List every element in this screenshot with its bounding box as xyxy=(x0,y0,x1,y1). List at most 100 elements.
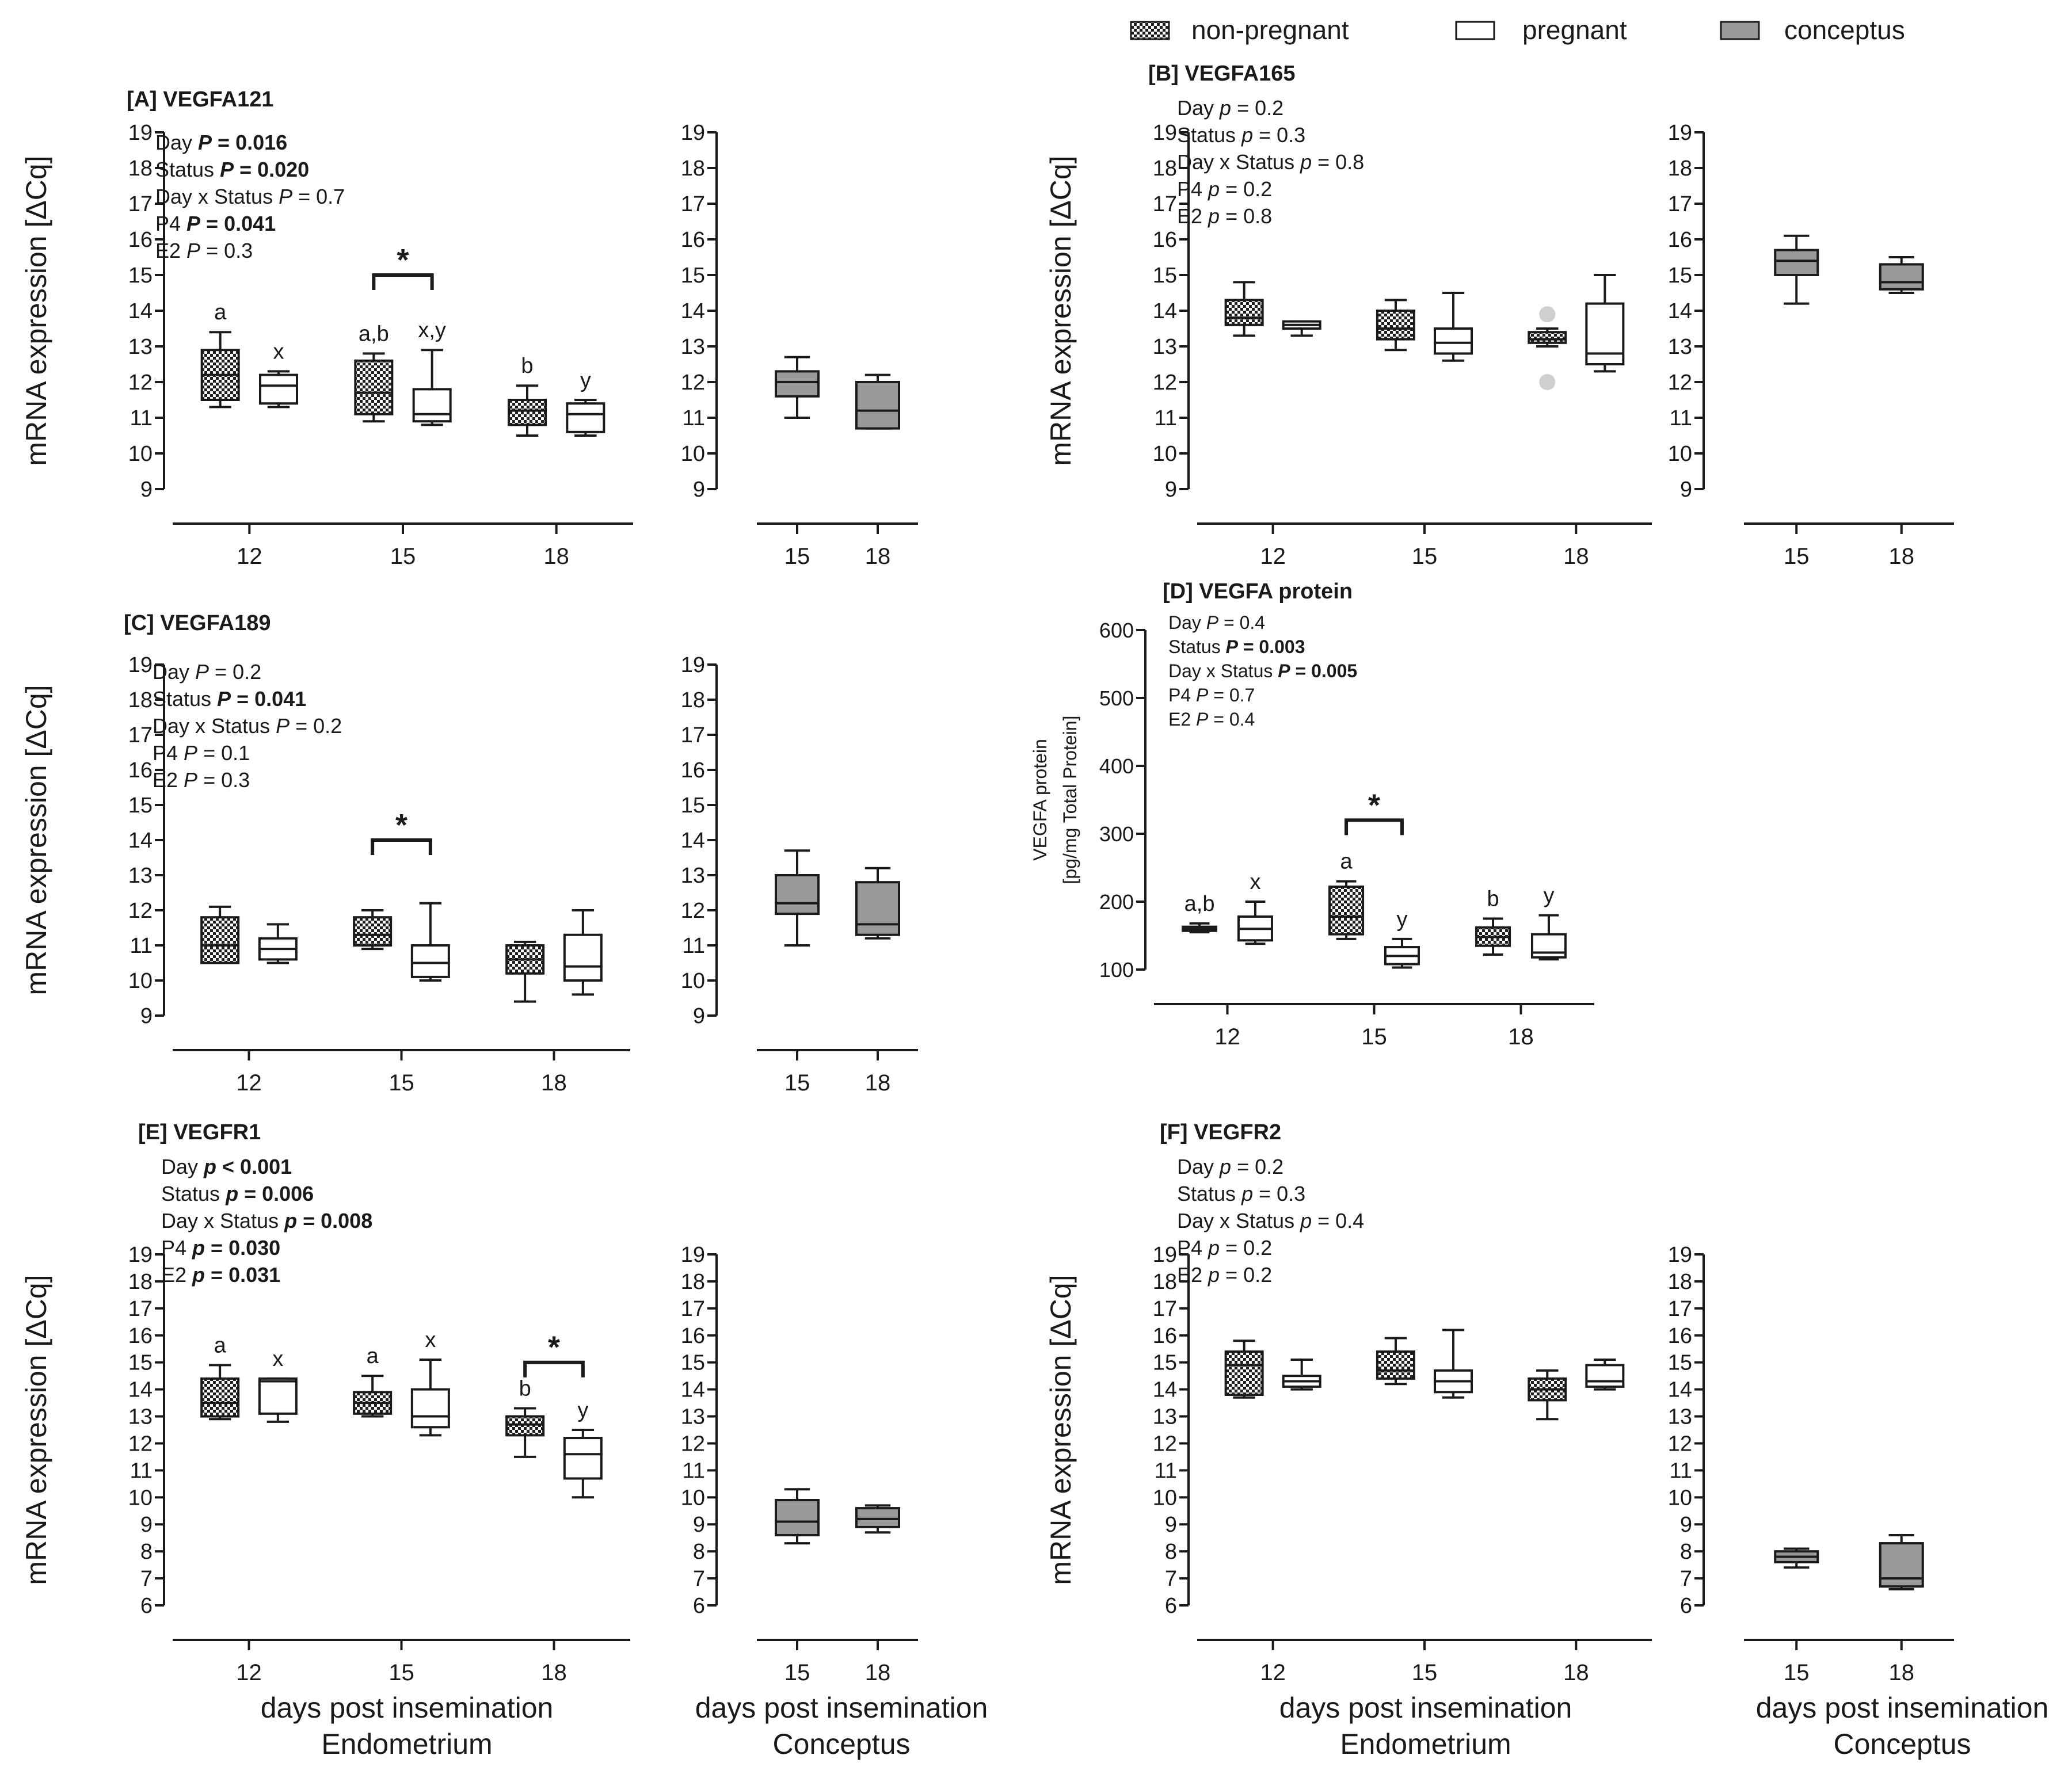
panel-d-stat: Status P = 0.003 xyxy=(1168,636,1305,657)
panel-c-conceptus-y-tick-label: 17 xyxy=(681,723,705,747)
panel-b-conceptus-y-tick-label: 16 xyxy=(1668,228,1692,252)
panel-f-stat: Status p = 0.3 xyxy=(1177,1182,1305,1205)
panel-a-x-tick-label: 18 xyxy=(543,544,569,569)
panel-c-conceptus-x-tick-label: 18 xyxy=(865,1070,891,1096)
panel-b-conceptus-y-tick-label: 17 xyxy=(1668,192,1692,216)
panel-f-y-tick-label: 7 xyxy=(1165,1567,1177,1591)
x-caption-d-group: Conceptus xyxy=(1833,1728,1971,1760)
panel-b-conceptus-y-tick-label: 13 xyxy=(1668,335,1692,359)
panel-e-stat: Day p < 0.001 xyxy=(161,1155,292,1178)
panel-b-conceptus-y-tick-label: 15 xyxy=(1668,264,1692,288)
panel-b-outlier-point xyxy=(1539,306,1556,323)
panel-a-conceptus-box-18-box xyxy=(855,381,900,430)
panel-d-stat: Day x Status P = 0.005 xyxy=(1168,661,1357,681)
panel-d-y-tick-label: 300 xyxy=(1099,822,1134,846)
panel-a-group-letter: a,b xyxy=(359,322,389,346)
panel-b-x-tick-label: 12 xyxy=(1260,544,1286,569)
panel-c-box-15-non-pregnant-box xyxy=(353,916,393,947)
panel-b-y-tick-label: 9 xyxy=(1165,478,1177,502)
panel-b-y-tick-label: 12 xyxy=(1153,371,1177,395)
panel-e-conceptus-y-tick-label: 9 xyxy=(693,1513,705,1537)
panel-f-stat: Day p = 0.2 xyxy=(1177,1155,1283,1178)
panel-e-group-letter: x xyxy=(425,1328,436,1352)
panel-e-conceptus-y-tick-label: 19 xyxy=(681,1243,705,1267)
panel-b-conceptus-x-tick-label: 15 xyxy=(1784,544,1810,569)
panel-f-conceptus-y-tick-label: 11 xyxy=(1670,1459,1692,1483)
panel-b-stat: Day p = 0.2 xyxy=(1177,96,1283,120)
panel-a-significance-bracket xyxy=(372,273,434,290)
panel-c-conceptus-y-tick-label: 18 xyxy=(681,688,705,712)
panel-b-x-tick-label: 15 xyxy=(1412,544,1438,569)
panel-c-title: [C] VEGFA189 xyxy=(124,611,271,635)
panel-f-conceptus-y-tick-label: 17 xyxy=(1668,1297,1692,1321)
panel-d-y-tick-label: 600 xyxy=(1099,619,1134,642)
panel-d: [D] VEGFA protein Day P = 0.4 Status P = 0… xyxy=(1030,579,1594,1050)
panel-a-conceptus-x-tick-label: 15 xyxy=(784,544,810,569)
x-axis-captions: days post insemination Endometrium days … xyxy=(261,1692,2049,1760)
panel-d-y-tick-label: 100 xyxy=(1099,958,1134,982)
panel-c-significance-bracket xyxy=(371,838,432,855)
x-caption-a: days post insemination xyxy=(261,1692,554,1724)
panel-c-stat: Status P = 0.041 xyxy=(153,687,306,711)
panel-a-y-tick-label: 19 xyxy=(128,121,153,145)
panel-d-stat: E2 P = 0.4 xyxy=(1168,709,1255,730)
legend: non-pregnant pregnant conceptus xyxy=(1130,15,1905,45)
panel-a-conceptus-y-tick-label: 11 xyxy=(683,406,705,430)
panel-a-y-tick-label: 18 xyxy=(128,157,153,181)
panel-d-y-label-unit: [pg/mg Total Protein] xyxy=(1060,716,1080,884)
panel-a-y-tick-label: 14 xyxy=(128,299,153,323)
panel-a: [A] VEGFA121 Day P = 0.016 Status P = 0.02… xyxy=(20,87,918,569)
panel-b-conceptus-y-tick-label: 12 xyxy=(1668,371,1692,395)
panel-c-x-tick-label: 15 xyxy=(389,1070,414,1096)
panel-e-y-tick-label: 13 xyxy=(128,1405,153,1429)
panel-d-x-tick-label: 18 xyxy=(1508,1024,1534,1050)
panel-c-box-15-pregnant-box xyxy=(410,944,450,978)
panel-f: [F] VEGFR2 Day p = 0.2 Status p = 0.3 Day x… xyxy=(1045,1120,1954,1685)
panel-a-conceptus-y-tick-label: 12 xyxy=(681,371,705,395)
panel-d-x-tick-label: 15 xyxy=(1361,1024,1387,1050)
panel-f-x-tick-label: 15 xyxy=(1412,1660,1438,1685)
panel-a-conceptus-y-tick-label: 14 xyxy=(681,299,705,323)
panel-c-conceptus-y-tick-label: 16 xyxy=(681,758,705,783)
panel-d-group-letter: y xyxy=(1543,884,1554,908)
panel-a-conceptus-x-tick-label: 18 xyxy=(865,544,891,569)
panel-a-stat: E2 P = 0.3 xyxy=(155,239,253,262)
panel-e-conceptus-y-tick-label: 13 xyxy=(681,1405,705,1429)
panel-a-box-12-pregnant-box xyxy=(259,373,298,405)
panel-c-conceptus-y-tick-label: 19 xyxy=(681,653,705,677)
x-caption-a-group: Endometrium xyxy=(321,1728,492,1760)
panel-d-y-label: VEGFA protein xyxy=(1030,739,1050,861)
panel-b-conceptus-y-tick-label: 14 xyxy=(1668,299,1692,323)
panel-a-group-letter: y xyxy=(580,368,591,392)
panel-e-stat: E2 p = 0.031 xyxy=(161,1263,280,1287)
panel-b-stat: Status p = 0.3 xyxy=(1177,123,1305,147)
panel-e-y-tick-label: 18 xyxy=(128,1270,153,1294)
panel-b-conceptus-x-tick-label: 18 xyxy=(1889,544,1915,569)
panel-a-y-tick-label: 15 xyxy=(128,264,153,288)
panel-d-group-letter: y xyxy=(1396,907,1407,932)
panel-e-conceptus-box-15-box xyxy=(775,1499,820,1536)
legend-label-conceptus: conceptus xyxy=(1784,15,1905,45)
panel-c-conceptus-y-tick-label: 14 xyxy=(681,829,705,853)
x-caption-b-group: Conceptus xyxy=(772,1728,910,1760)
panel-e-x-tick-label: 15 xyxy=(389,1660,414,1685)
panel-c-conceptus-y-tick-label: 15 xyxy=(681,793,705,818)
panel-a-box-15-non-pregnant-box xyxy=(354,359,394,415)
panel-b-box-12-non-pregnant-box xyxy=(1224,299,1264,326)
panel-f-stat: P4 p = 0.2 xyxy=(1177,1236,1272,1260)
panel-d-y-tick-label: 400 xyxy=(1099,754,1134,778)
panel-b-conceptus-y-tick-label: 11 xyxy=(1670,406,1692,430)
panel-b-stat: E2 p = 0.8 xyxy=(1177,204,1272,228)
panel-d-group-letter: x xyxy=(1250,870,1260,894)
panel-a-y-tick-label: 9 xyxy=(140,478,153,502)
panel-b-conceptus-y-tick-label: 18 xyxy=(1668,157,1692,181)
panel-c-y-tick-label: 9 xyxy=(140,1004,153,1028)
panel-f-y-label: mRNA expression [ΔCq] xyxy=(1045,1275,1077,1585)
panel-f-y-tick-label: 6 xyxy=(1165,1594,1177,1618)
panel-e-box-15-pregnant-box xyxy=(410,1388,450,1429)
panel-a-box-18-non-pregnant-box xyxy=(508,399,547,426)
panel-b-stat: Day x Status p = 0.8 xyxy=(1177,150,1364,174)
x-caption-b: days post insemination xyxy=(695,1692,988,1724)
panel-b-y-tick-label: 16 xyxy=(1153,228,1177,252)
panel-a-conceptus-box-15-box xyxy=(775,370,820,398)
